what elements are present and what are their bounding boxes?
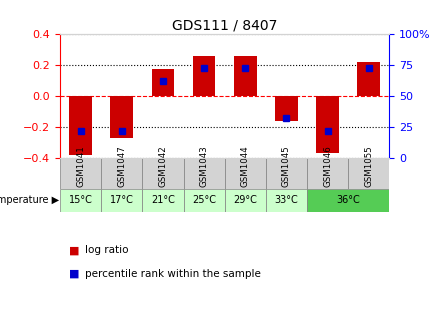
Bar [142, 189, 184, 212]
Text: temperature ▶: temperature ▶ [0, 196, 59, 206]
Bar [225, 158, 266, 189]
Bar [348, 158, 389, 189]
Text: percentile rank within the sample: percentile rank within the sample [85, 269, 260, 279]
Bar [357, 62, 380, 96]
Bar [266, 189, 307, 212]
Bar [152, 70, 174, 96]
Bar [101, 158, 142, 189]
Text: log ratio: log ratio [85, 245, 128, 255]
Text: 17°C: 17°C [110, 196, 134, 206]
Bar [184, 189, 225, 212]
Text: GSM1047: GSM1047 [117, 145, 126, 187]
Bar [69, 96, 92, 155]
Text: GSM1043: GSM1043 [200, 145, 209, 187]
Bar [225, 189, 266, 212]
Bar [60, 189, 101, 212]
Text: GSM1042: GSM1042 [158, 145, 167, 187]
Text: ■: ■ [69, 245, 80, 255]
Text: 21°C: 21°C [151, 196, 175, 206]
Bar [101, 189, 142, 212]
Bar [266, 158, 307, 189]
Text: GSM1046: GSM1046 [323, 145, 332, 187]
Bar [234, 56, 257, 96]
Bar [110, 96, 133, 138]
Text: GSM1045: GSM1045 [282, 145, 291, 187]
Bar [60, 158, 101, 189]
Text: ■: ■ [69, 269, 80, 279]
Text: 33°C: 33°C [275, 196, 298, 206]
Bar [184, 158, 225, 189]
Text: 36°C: 36°C [336, 196, 360, 206]
Bar [193, 56, 215, 96]
Bar [142, 158, 184, 189]
Bar [316, 96, 339, 154]
Text: 15°C: 15°C [69, 196, 93, 206]
Text: GSM1055: GSM1055 [364, 145, 373, 187]
Text: GSM1044: GSM1044 [241, 145, 250, 187]
Bar [307, 189, 389, 212]
Title: GDS111 / 8407: GDS111 / 8407 [172, 18, 277, 33]
Bar [307, 158, 348, 189]
Text: GSM1041: GSM1041 [76, 145, 85, 187]
Text: 25°C: 25°C [192, 196, 216, 206]
Text: 29°C: 29°C [233, 196, 257, 206]
Bar [275, 96, 298, 121]
